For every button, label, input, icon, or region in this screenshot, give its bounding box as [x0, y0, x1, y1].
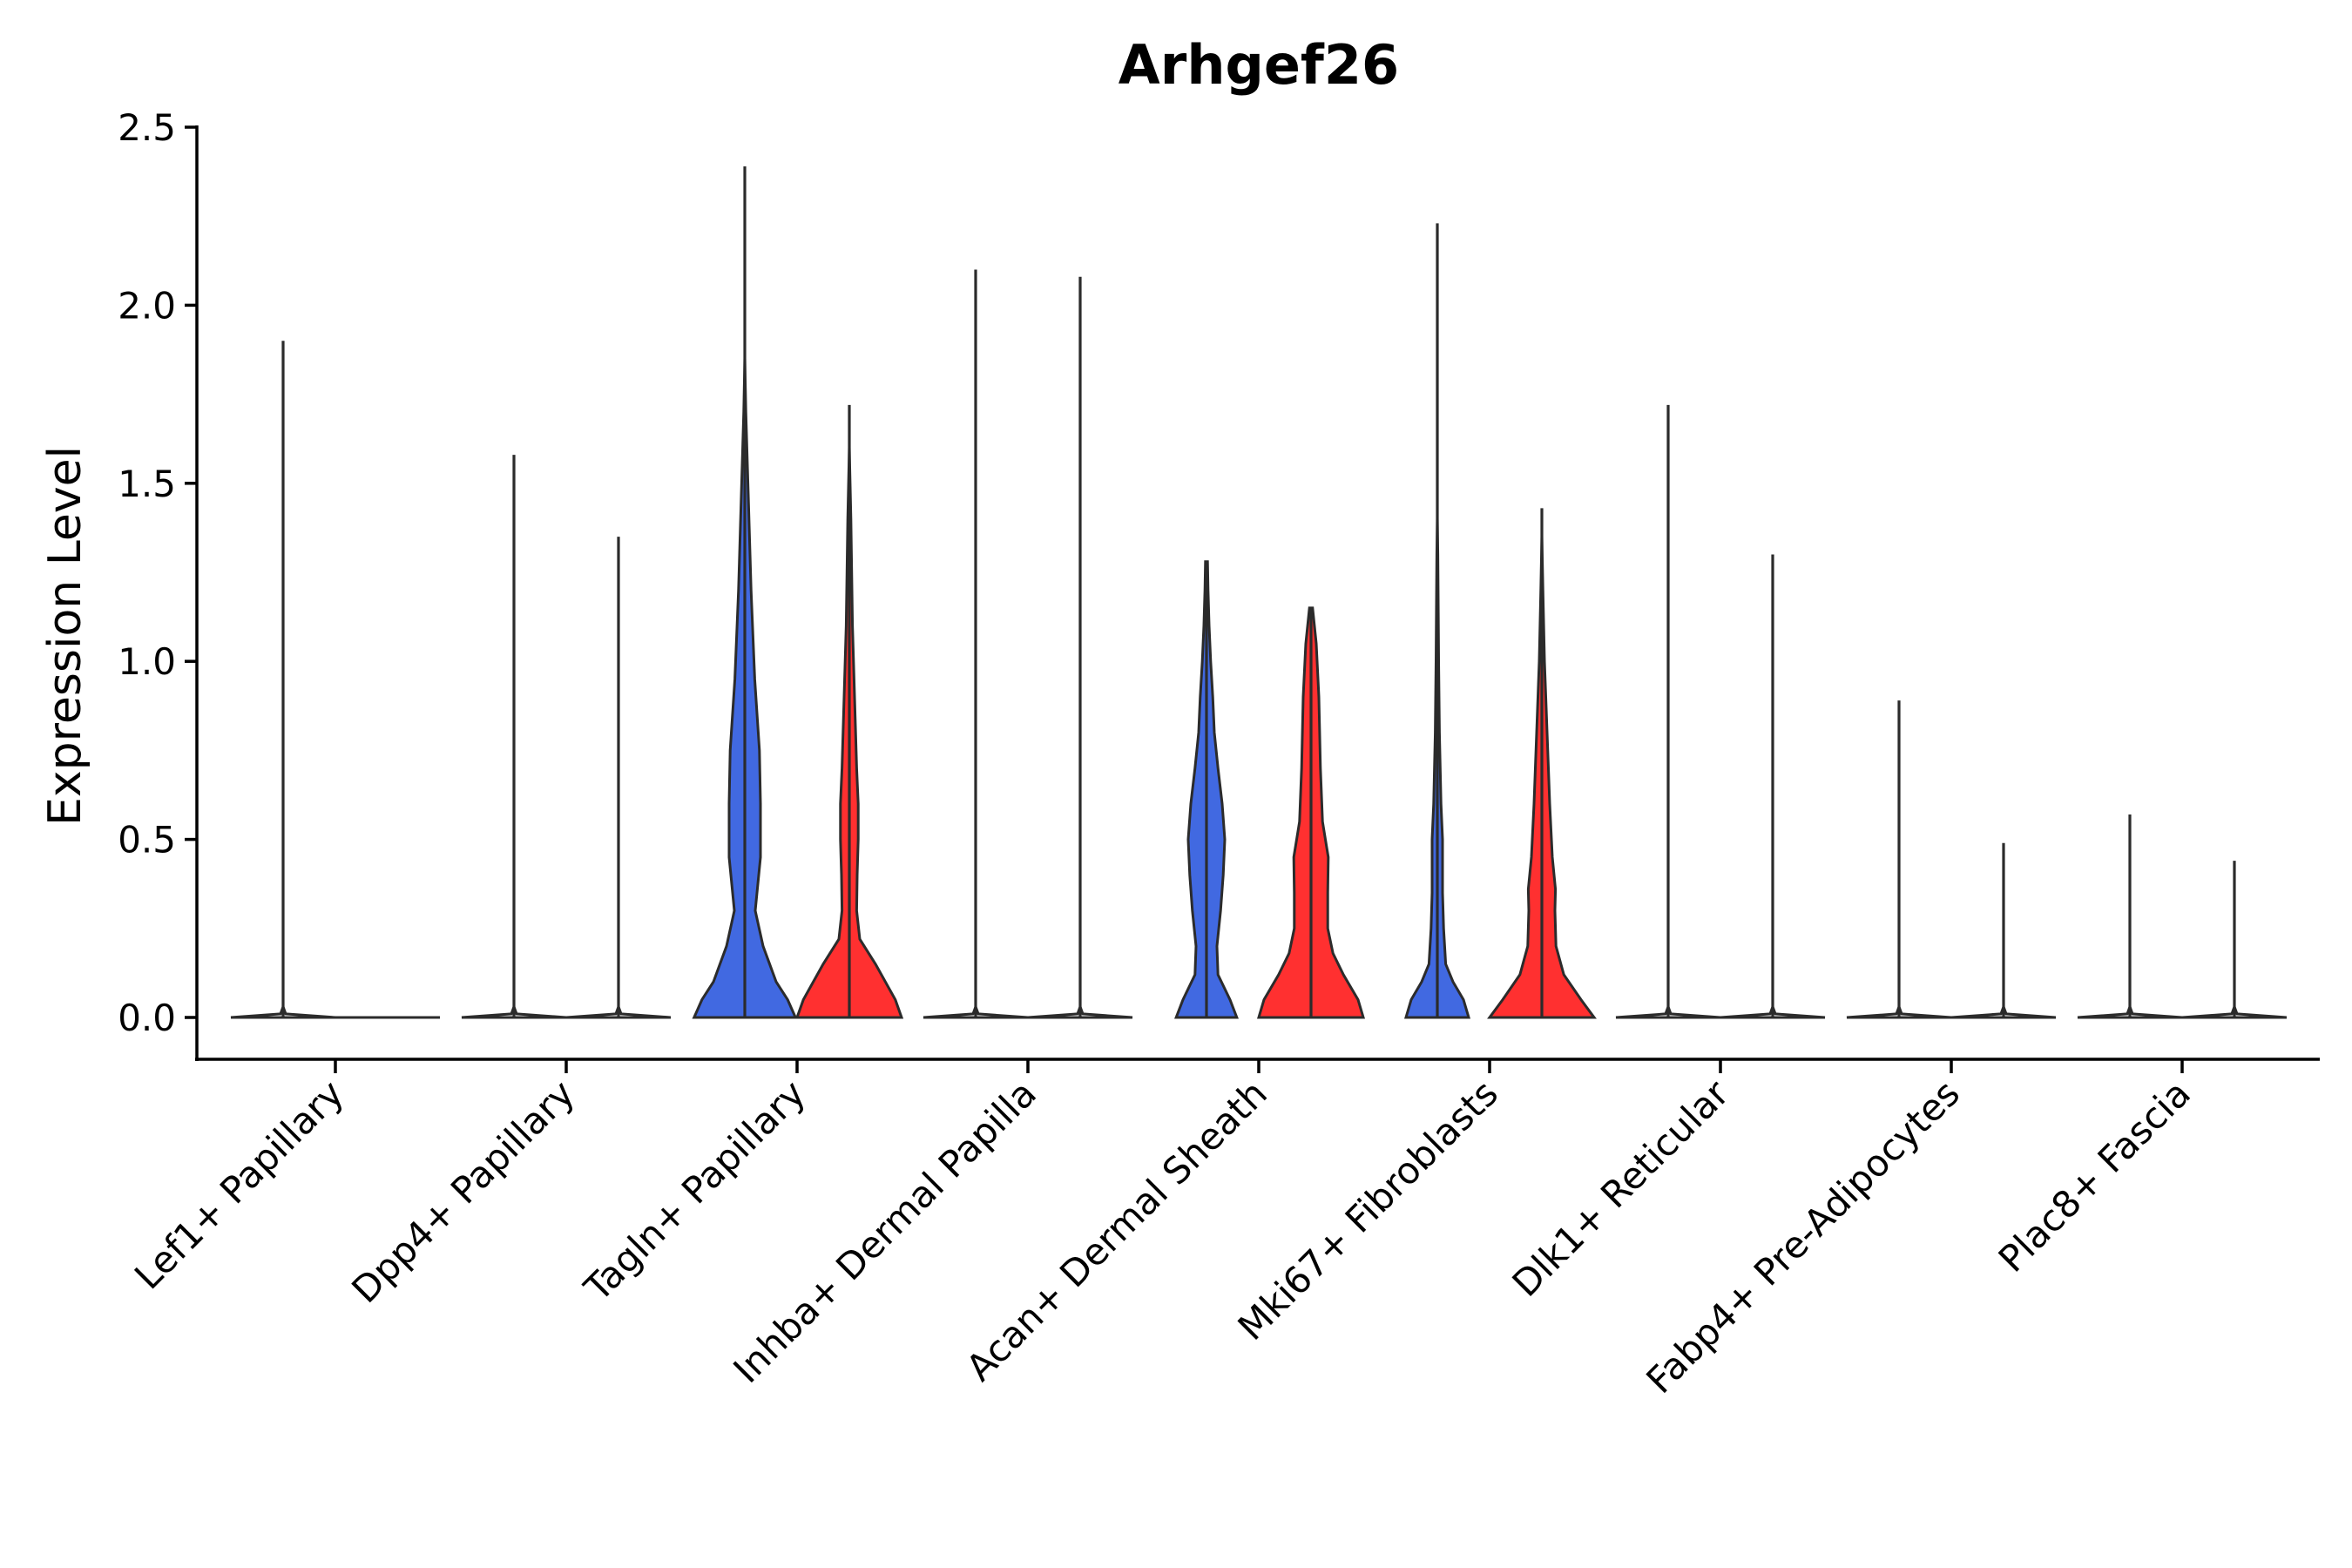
- x-tick-label: Lef1+ Papillary: [126, 1071, 352, 1297]
- y-tick-label: 0.0: [118, 997, 176, 1039]
- y-tick-label: 1.0: [118, 640, 176, 683]
- y-tick-label: 1.5: [118, 463, 176, 505]
- y-tick-label: 0.5: [118, 819, 176, 862]
- x-tick-label: Dlk1+ Reticular: [1504, 1071, 1738, 1305]
- x-tick-label: Plac8+ Fascia: [1990, 1071, 2199, 1280]
- y-axis-title: Expression Level: [39, 446, 91, 826]
- y-tick-label: 2.5: [118, 106, 176, 149]
- x-tick-label: Dpp4+ Papillary: [343, 1071, 583, 1311]
- violin-layer: [230, 166, 2288, 1019]
- chart-title: Arhgef26: [1119, 33, 1399, 97]
- x-tick-label: Tagln+ Papillary: [576, 1071, 814, 1309]
- y-tick-label: 2.0: [118, 284, 176, 327]
- x-tick-label: Mki67+ Fibroblasts: [1230, 1071, 1506, 1348]
- y-ticks: 0.0 0.5 1.0 1.5 2.0 2.5: [118, 106, 197, 1039]
